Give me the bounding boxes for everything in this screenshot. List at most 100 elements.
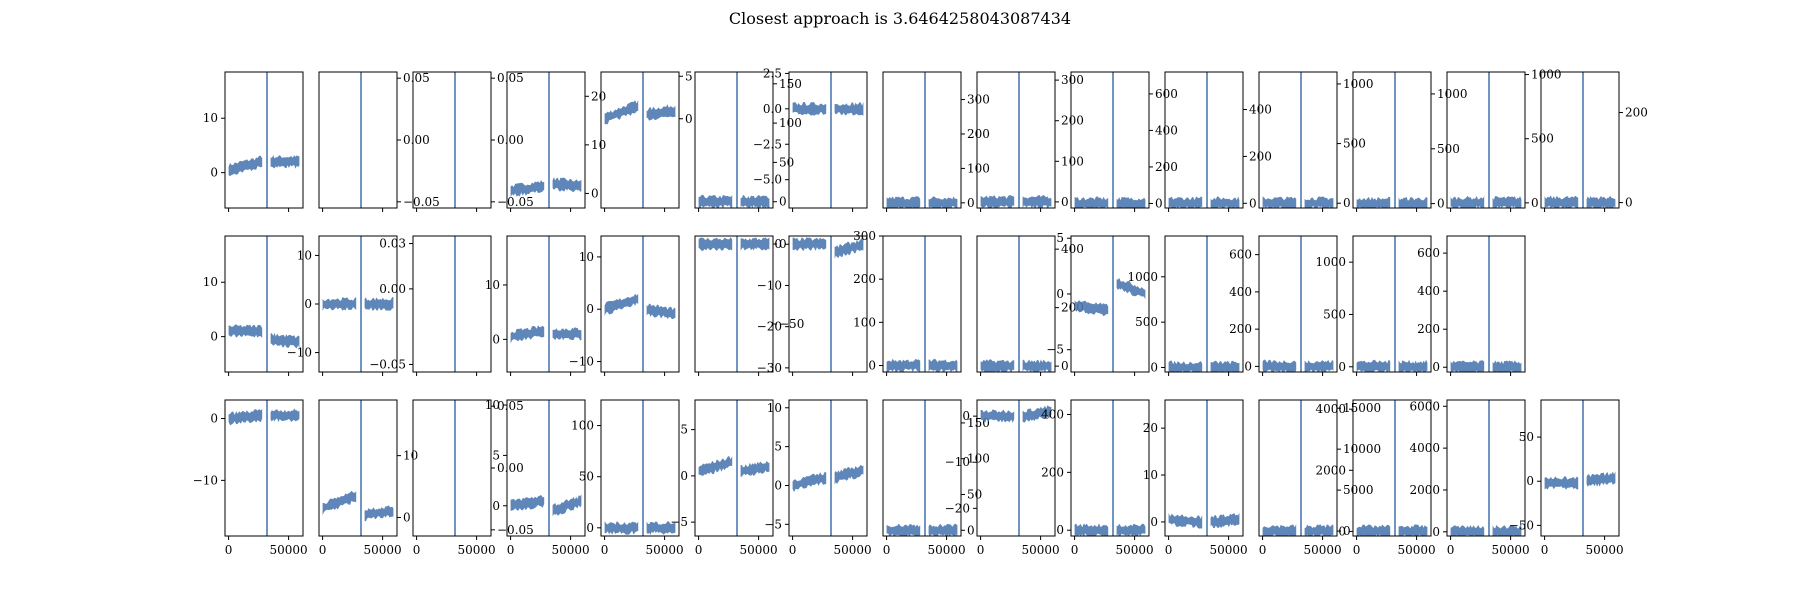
series-band-before <box>886 196 921 208</box>
series-band-after <box>646 303 676 320</box>
series-band-before <box>228 324 263 338</box>
y-tick-label: 100 <box>779 116 802 130</box>
y-tick-label: 500 <box>1323 307 1346 321</box>
y-tick-label: 400 <box>1061 242 1084 256</box>
series-band-before <box>1168 512 1203 529</box>
panel-r2-c5: −10 0 10 <box>569 235 680 376</box>
panel-r2-c8: 0 100 200 300 <box>853 229 962 376</box>
y-tick-label: 1000 <box>1437 87 1468 101</box>
x-tick-label: 0 <box>225 543 233 557</box>
panel-r3-c15: −50 0 50 0 50000 <box>1509 399 1624 557</box>
series-band-after <box>552 494 582 517</box>
y-tick-label: 0 <box>210 412 218 426</box>
panel-frame <box>882 399 962 537</box>
y-tick-label: 0 <box>586 521 594 535</box>
series-band-before <box>1356 524 1391 536</box>
series-band-before <box>1544 195 1579 208</box>
x-tick-label: 50000 <box>458 543 496 557</box>
series-band-before <box>980 409 1015 423</box>
series-band-before <box>604 521 639 535</box>
panel-r2-c2: −10 0 10 <box>287 235 398 376</box>
x-tick-label: 0 <box>601 543 609 557</box>
panel-r3-c14: 0 2000 4000 6000 0 50000 <box>1409 399 1529 557</box>
series-band-after <box>1022 405 1052 423</box>
x-tick-label: 50000 <box>646 543 684 557</box>
y-tick-label: 5 <box>685 69 693 83</box>
series-band-after <box>646 521 676 535</box>
x-tick-label: 50000 <box>1116 543 1154 557</box>
series-band-before <box>980 359 1015 372</box>
series-band-before <box>604 293 639 316</box>
y-tick-label: 20 <box>1143 421 1158 435</box>
y-tick-label: 0 <box>1150 360 1158 374</box>
y-tick-label: 200 <box>1417 322 1440 336</box>
panel-frame <box>976 235 1056 373</box>
panel-r3-c3: −0.05 0.00 0.05 0 50000 <box>412 399 534 557</box>
y-tick-label: 0 <box>1155 196 1163 210</box>
y-tick-label: 0 <box>1432 525 1440 539</box>
y-tick-label: 50 <box>779 155 794 169</box>
y-tick-label: −0.05 <box>497 195 534 209</box>
y-tick-label: 500 <box>1531 132 1554 146</box>
y-tick-label: 0 <box>586 302 594 316</box>
panel-frame <box>600 235 680 373</box>
panel-frame <box>224 235 304 373</box>
panel-frame <box>1446 399 1526 537</box>
series-band-before <box>1074 523 1109 536</box>
y-tick-label: 400 <box>1229 285 1252 299</box>
y-tick-label: 5000 <box>1343 483 1374 497</box>
panel-r2-c14: 0 200 400 600 <box>1417 235 1526 376</box>
panel-frame <box>1258 235 1338 373</box>
y-tick-label: −0.05 <box>497 523 534 537</box>
x-tick-label: 0 <box>1071 543 1079 557</box>
panel-r2-c6: −50 0 <box>694 235 804 376</box>
y-tick-label: −50 <box>1509 518 1534 532</box>
series-band-before <box>322 490 357 516</box>
y-tick-label: 0 <box>1061 359 1069 373</box>
y-tick-label: −5 <box>764 517 782 531</box>
x-tick-label: 0 <box>319 543 327 557</box>
x-tick-label: 50000 <box>1492 543 1530 557</box>
y-tick-label: 0.00 <box>497 461 524 475</box>
series-band-after <box>1210 360 1240 372</box>
y-tick-label: 0 <box>962 409 970 423</box>
y-tick-label: 0.0 <box>763 102 782 116</box>
panel-frame <box>1164 235 1244 373</box>
panel-r3-c5: 0 50 100 0 50000 <box>571 399 684 557</box>
panel-frame <box>788 71 868 209</box>
y-tick-label: 5 <box>1056 231 1064 245</box>
x-tick-label: 0 <box>1259 543 1267 557</box>
y-tick-label: −0.05 <box>403 195 440 209</box>
y-tick-label: 0.00 <box>403 133 430 147</box>
series-band-after <box>834 237 864 259</box>
y-tick-label: 400 <box>1155 123 1178 137</box>
series-band-after <box>1022 359 1052 372</box>
y-tick-label: 400 <box>1249 103 1272 117</box>
panel-frame <box>1258 71 1338 209</box>
series-band-after <box>552 327 582 341</box>
y-tick-label: 10 <box>1143 468 1158 482</box>
panel-frame <box>1352 71 1432 209</box>
series-band-before <box>1262 196 1297 208</box>
panel-frame <box>976 71 1056 209</box>
y-tick-label: 6000 <box>1409 399 1440 413</box>
panel-r3-c9: −20−1000 50000 <box>945 399 1060 557</box>
series-band-after <box>928 523 958 536</box>
panel-r1-c11: 0 200 400 <box>1164 71 1272 212</box>
series-band-before <box>510 325 545 344</box>
series-band-after <box>1398 196 1428 208</box>
y-tick-label: 600 <box>1229 248 1252 262</box>
panel-r3-c10: 0 200 400 0 50000 <box>1041 399 1154 557</box>
y-tick-label: −10 <box>193 473 218 487</box>
series-band-before <box>1262 524 1297 536</box>
x-tick-label: 0 <box>1447 543 1455 557</box>
y-tick-label: 0 <box>967 196 975 210</box>
y-tick-label: 0 <box>1150 515 1158 529</box>
y-tick-label: 0.00 <box>497 133 524 147</box>
series-band-before <box>1450 524 1485 536</box>
panel-r2-c13: 0 500 1000 <box>1315 235 1432 376</box>
y-tick-label: 100 <box>1061 154 1084 168</box>
series-band-before <box>1262 359 1297 372</box>
y-tick-label: 0 <box>1437 197 1445 211</box>
